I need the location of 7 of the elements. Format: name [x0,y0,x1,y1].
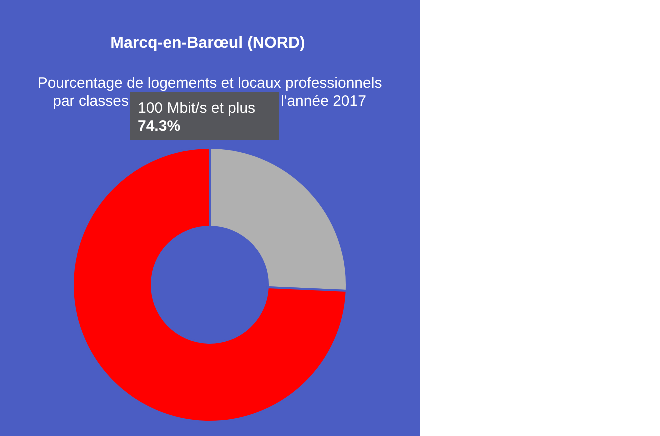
data-label: 74.3% [138,118,181,135]
slice-label: 100 Mbit/s et plus [138,100,256,117]
chart-title: Marcq-en-Barœul (NORD) [110,35,306,52]
donut-slice [72,147,348,423]
text: l'année 2017 [281,93,366,110]
text: par classes [53,93,129,110]
chart-subtitle: Pourcentage de logements et locaux professionnels [38,75,382,92]
